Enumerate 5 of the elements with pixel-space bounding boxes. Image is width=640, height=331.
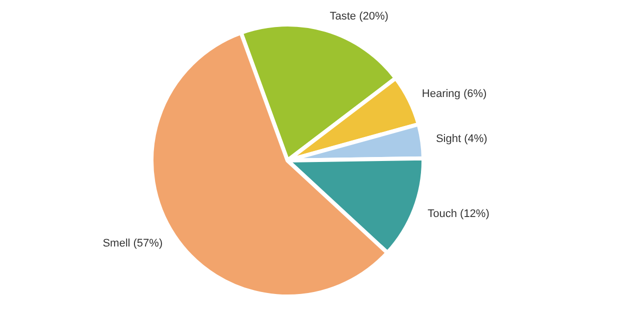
slice-label: Taste (20%) — [330, 10, 388, 23]
slice-label: Sight (4%) — [436, 133, 488, 146]
slice-label: Hearing (6%) — [422, 88, 487, 100]
slice-label: Touch (12%) — [428, 208, 490, 220]
slice-label: Smell (57%) — [102, 238, 163, 250]
